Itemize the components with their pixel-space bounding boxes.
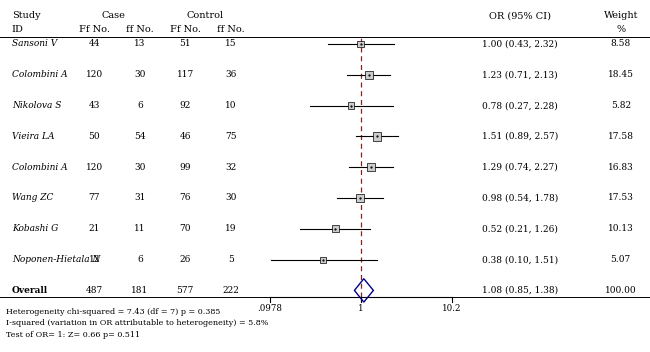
Text: 19: 19 <box>225 224 237 233</box>
Text: 1.23 (0.71, 2.13): 1.23 (0.71, 2.13) <box>482 70 558 79</box>
Text: Weight: Weight <box>603 11 638 20</box>
Text: 30: 30 <box>134 70 146 79</box>
Text: 0.38 (0.10, 1.51): 0.38 (0.10, 1.51) <box>482 255 558 264</box>
Text: 18.45: 18.45 <box>608 70 634 79</box>
Text: 99: 99 <box>179 163 191 172</box>
Text: 0.52 (0.21, 1.26): 0.52 (0.21, 1.26) <box>482 224 558 233</box>
Text: 5.07: 5.07 <box>610 255 631 264</box>
Text: Kobashi G: Kobashi G <box>12 224 58 233</box>
Text: 46: 46 <box>179 132 191 141</box>
Text: 70: 70 <box>179 224 191 233</box>
Text: 487: 487 <box>86 286 103 295</box>
Text: 1.00 (0.43, 2.32): 1.00 (0.43, 2.32) <box>482 39 558 49</box>
Text: 13: 13 <box>134 39 146 49</box>
Text: 75: 75 <box>225 132 237 141</box>
Bar <box>358 40 364 48</box>
Text: 181: 181 <box>131 286 148 295</box>
Text: 54: 54 <box>134 132 146 141</box>
Text: 44: 44 <box>88 39 100 49</box>
Text: ff No.: ff No. <box>126 25 153 34</box>
Text: Vieira LA: Vieira LA <box>12 132 54 141</box>
Text: 92: 92 <box>179 101 191 110</box>
Text: 31: 31 <box>134 194 146 202</box>
Bar <box>356 194 364 202</box>
Text: Test of OR= 1: Z= 0.66 p= 0.511: Test of OR= 1: Z= 0.66 p= 0.511 <box>6 331 140 339</box>
Text: 120: 120 <box>86 70 103 79</box>
Text: 17.58: 17.58 <box>608 132 634 141</box>
Text: %: % <box>616 25 625 34</box>
Text: OR (95% CI): OR (95% CI) <box>489 11 551 20</box>
Text: 1.29 (0.74, 2.27): 1.29 (0.74, 2.27) <box>482 163 558 172</box>
Text: 5: 5 <box>227 255 234 264</box>
Text: Case: Case <box>102 11 125 20</box>
Bar <box>372 132 381 140</box>
Text: 10: 10 <box>225 101 237 110</box>
Bar <box>332 225 339 232</box>
Text: 30: 30 <box>225 194 237 202</box>
Bar <box>367 163 375 171</box>
Text: 36: 36 <box>225 70 237 79</box>
Bar <box>348 102 354 109</box>
Text: 577: 577 <box>177 286 194 295</box>
Text: 5.82: 5.82 <box>611 101 630 110</box>
Text: 6: 6 <box>137 255 142 264</box>
Text: Colombini A: Colombini A <box>12 163 68 172</box>
Text: ff No.: ff No. <box>217 25 244 34</box>
Text: 8.58: 8.58 <box>610 39 631 49</box>
Text: Heterogeneity chi-squared = 7.43 (df = 7) p = 0.385: Heterogeneity chi-squared = 7.43 (df = 7… <box>6 308 221 315</box>
Text: 15: 15 <box>225 39 237 49</box>
Text: 1.08 (0.85, 1.38): 1.08 (0.85, 1.38) <box>482 286 558 295</box>
Text: Sansoni V: Sansoni V <box>12 39 57 49</box>
Text: 51: 51 <box>179 39 191 49</box>
Text: 100.00: 100.00 <box>605 286 636 295</box>
Text: 50: 50 <box>88 132 100 141</box>
Text: Study: Study <box>12 11 40 20</box>
Text: I-squared (variation in OR attributable to heterogeneity) = 5.8%: I-squared (variation in OR attributable … <box>6 319 269 327</box>
Bar <box>320 257 326 263</box>
Text: Ff No.: Ff No. <box>170 25 201 34</box>
Text: 21: 21 <box>88 224 100 233</box>
Text: ID: ID <box>12 25 23 34</box>
Text: 30: 30 <box>134 163 146 172</box>
Text: Nikolova S: Nikolova S <box>12 101 61 110</box>
Text: 120: 120 <box>86 163 103 172</box>
Text: 11: 11 <box>134 224 146 233</box>
Text: 0.78 (0.27, 2.28): 0.78 (0.27, 2.28) <box>482 101 558 110</box>
Text: Colombini A: Colombini A <box>12 70 68 79</box>
Text: 12: 12 <box>88 255 100 264</box>
Text: 43: 43 <box>88 101 100 110</box>
Text: 1: 1 <box>358 304 363 313</box>
Text: 117: 117 <box>177 70 194 79</box>
Bar <box>365 70 373 79</box>
Text: 77: 77 <box>88 194 100 202</box>
Text: Wang ZC: Wang ZC <box>12 194 53 202</box>
Text: Noponen-Hietala N: Noponen-Hietala N <box>12 255 100 264</box>
Text: 0.98 (0.54, 1.78): 0.98 (0.54, 1.78) <box>482 194 558 202</box>
Text: 16.83: 16.83 <box>608 163 634 172</box>
Text: .0978: .0978 <box>257 304 282 313</box>
Text: 10.2: 10.2 <box>442 304 462 313</box>
Text: 10.13: 10.13 <box>608 224 634 233</box>
Text: 32: 32 <box>225 163 237 172</box>
Text: 26: 26 <box>179 255 191 264</box>
Text: Overall: Overall <box>12 286 48 295</box>
Text: Ff No.: Ff No. <box>79 25 110 34</box>
Text: Control: Control <box>186 11 224 20</box>
Text: 6: 6 <box>137 101 142 110</box>
Text: 1.51 (0.89, 2.57): 1.51 (0.89, 2.57) <box>482 132 558 141</box>
Text: 76: 76 <box>179 194 191 202</box>
Text: 222: 222 <box>222 286 239 295</box>
Text: 17.53: 17.53 <box>608 194 634 202</box>
